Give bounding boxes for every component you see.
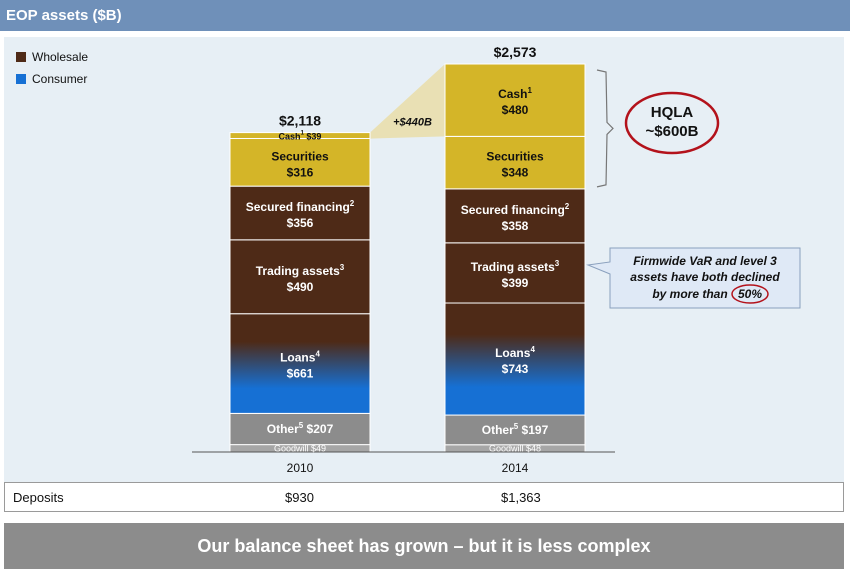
var-callout-line2: assets have both declined — [630, 270, 780, 284]
section-header: EOP assets ($B) — [0, 0, 850, 31]
legend-label-consumer: Consumer — [32, 72, 87, 86]
label-securities-value-2010: $316 — [287, 165, 314, 179]
label-secured-financing-name-2014: Secured financing2 — [461, 202, 570, 217]
x-tick-2014: 2014 — [502, 461, 529, 475]
legend-label-wholesale: Wholesale — [32, 50, 88, 64]
legend: Wholesale Consumer — [16, 50, 88, 86]
label-trading-assets-value-2014: $399 — [502, 276, 529, 290]
label-trading-assets-value-2010: $490 — [287, 280, 314, 294]
label-cash-name-2014: Cash1 — [498, 86, 532, 101]
label-secured-financing-name-2010: Secured financing2 — [246, 199, 355, 214]
label-trading-assets-name-2014: Trading assets3 — [471, 259, 560, 274]
hqla-bracket — [596, 69, 614, 188]
label-goodwill-2014: Goodwill $48 — [489, 443, 541, 453]
bar-segment-trading-assets-2014 — [444, 242, 586, 304]
bar-total-2014: $2,573 — [494, 44, 537, 60]
legend-swatch-consumer — [16, 74, 26, 84]
deposits-value-2014: $1,363 — [501, 490, 541, 505]
hqla-label: HQLA — [651, 104, 694, 121]
var-callout-percent: 50% — [738, 287, 762, 301]
hqla-circle — [624, 91, 720, 155]
bar-segment-securities-2010 — [229, 137, 371, 187]
label-cash-2010: Cash1 $39 — [279, 131, 322, 142]
growth-label: +$440B — [393, 117, 432, 129]
hqla-value: ~$600B — [646, 123, 699, 140]
label-loans-name-2014: Loans4 — [495, 345, 535, 360]
var-callout-box — [586, 247, 801, 309]
annotations: HQLA ~$600B Firmwide VaR and level 3 assets… — [586, 69, 801, 309]
bar-segment-other-2010 — [229, 412, 371, 446]
label-loans-name-2010: Loans4 — [280, 350, 320, 365]
balance-sheet-chart: Wholesale Consumer +$440B Goodwill $49 Oth… — [16, 44, 801, 475]
bar-labels: Goodwill $49 Other5 $207 Loans4 $661 Trading… — [246, 44, 570, 475]
var-callout-line3: by more than — [652, 287, 727, 301]
label-other-2010: Other5 $207 — [267, 421, 334, 436]
deposits-row: Deposits $930 $1,363 — [4, 482, 844, 512]
label-loans-value-2010: $661 — [287, 367, 314, 381]
x-tick-2010: 2010 — [287, 461, 314, 475]
label-securities-value-2014: $348 — [502, 166, 529, 180]
label-loans-value-2014: $743 — [502, 362, 529, 376]
var-percent-circle — [731, 284, 769, 304]
growth-connector: +$440B — [370, 64, 445, 139]
summary-banner: Our balance sheet has grown – but it is … — [4, 523, 844, 569]
bar-segment-secured-financing-2010 — [229, 185, 371, 241]
var-callout-line1: Firmwide VaR and level 3 — [633, 254, 777, 268]
label-secured-financing-value-2014: $358 — [502, 219, 529, 233]
label-securities-name-2014: Securities — [486, 150, 544, 164]
bar-segment-secured-financing-2014 — [444, 188, 586, 244]
label-secured-financing-value-2010: $356 — [287, 216, 314, 230]
header-title: EOP assets ($B) — [6, 7, 122, 24]
deposits-label: Deposits — [13, 490, 64, 505]
bar-segment-loans-2014 — [444, 302, 586, 416]
label-other-2014: Other5 $197 — [482, 422, 549, 437]
label-trading-assets-name-2010: Trading assets3 — [256, 263, 345, 278]
summary-text: Our balance sheet has grown – but it is … — [197, 536, 651, 556]
bar-segment-other-2014 — [444, 414, 586, 446]
label-goodwill-2010: Goodwill $49 — [274, 443, 326, 453]
bar-segment-loans-2010 — [229, 313, 371, 414]
label-cash-value-2014: $480 — [502, 103, 529, 117]
bar-segment-securities-2014 — [444, 135, 586, 190]
growth-connector-shape — [370, 64, 445, 139]
bar-segment-cash-2014 — [444, 63, 586, 137]
bars — [192, 63, 615, 453]
bar-total-2010: $2,118 — [279, 113, 321, 129]
bar-segment-trading-assets-2010 — [229, 239, 371, 315]
label-securities-name-2010: Securities — [271, 149, 329, 163]
deposits-value-2010: $930 — [285, 490, 314, 505]
legend-swatch-wholesale — [16, 52, 26, 62]
bar-segment-cash-2010 — [229, 132, 371, 139]
